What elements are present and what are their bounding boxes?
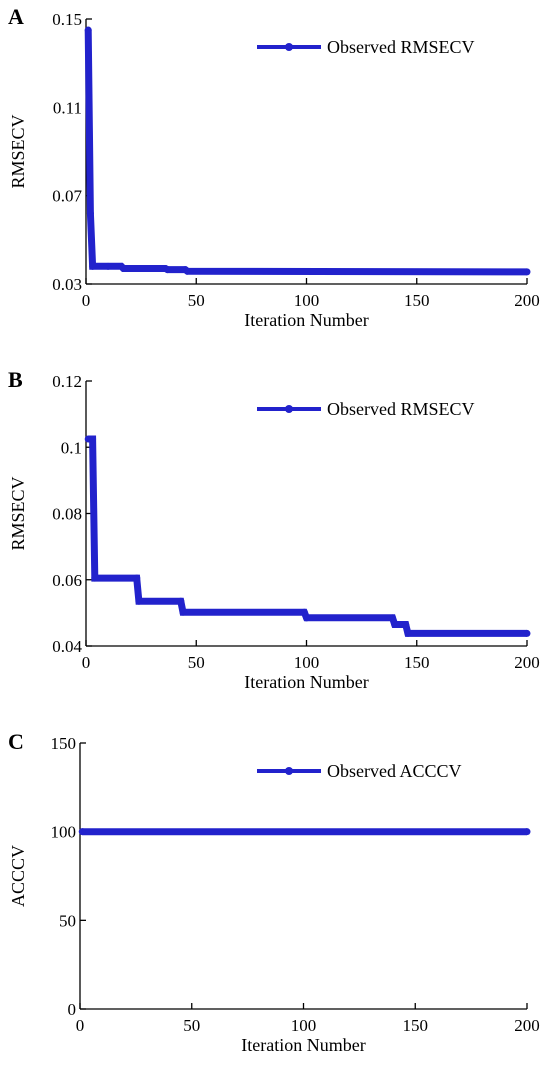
legend: Observed ACCCV <box>257 761 462 781</box>
y-axis-title: ACCCV <box>8 845 28 907</box>
data-point <box>78 828 86 836</box>
panel-label: B <box>8 367 23 392</box>
y-tick-label: 100 <box>51 823 77 842</box>
data-point <box>84 26 92 34</box>
data-point <box>303 614 310 622</box>
x-axis-title: Iteration Number <box>244 310 368 330</box>
x-tick-label: 100 <box>294 653 320 672</box>
panel-c: C 0 50 100 150 0 50 100 150 200 Iteration Number AC… <box>8 729 540 1055</box>
data-point <box>164 266 172 274</box>
legend: Observed RMSECV <box>257 399 475 419</box>
y-tick-label: 0.06 <box>52 571 82 590</box>
legend-label: Observed ACCCV <box>327 761 462 781</box>
x-axis-title: Iteration Number <box>241 1035 365 1055</box>
data-point <box>523 629 531 637</box>
x-tick-label: 100 <box>291 1016 317 1035</box>
data-point <box>404 629 412 637</box>
x-tick-label: 200 <box>514 653 540 672</box>
panel-b: B 0.04 0.06 0.08 0.1 0.12 0 50 100 150 200 Iteratio… <box>8 367 540 692</box>
x-tick-label: 50 <box>188 291 205 310</box>
data-point <box>119 265 127 273</box>
data-point <box>391 620 399 628</box>
data-point <box>89 435 97 443</box>
y-tick-label: 0.08 <box>52 505 82 524</box>
x-tick-label: 200 <box>514 291 540 310</box>
y-tick-label: 0 <box>68 1000 77 1019</box>
y-axis-title: RMSECV <box>8 476 28 550</box>
x-tick-label: 200 <box>514 1016 540 1035</box>
x-tick-label: 150 <box>403 1016 429 1035</box>
legend-marker <box>285 767 293 775</box>
data-point <box>183 267 191 275</box>
panel-label: A <box>8 4 24 29</box>
series-line <box>88 435 527 637</box>
data-point <box>135 597 143 605</box>
y-tick-label: 0.03 <box>52 275 82 294</box>
y-tick-label: 0.15 <box>52 10 82 29</box>
series-line <box>84 29 528 276</box>
x-tick-label: 50 <box>183 1016 200 1035</box>
legend-label: Observed RMSECV <box>327 399 475 419</box>
panel-a: A 0.03 0.07 0.11 0.15 0 50 100 150 200 Iteration N… <box>8 4 540 330</box>
y-tick-label: 0.04 <box>52 637 82 656</box>
data-point <box>133 574 141 582</box>
y-axis-title: RMSECV <box>8 114 28 188</box>
legend: Observed RMSECV <box>257 37 475 57</box>
x-tick-label: 0 <box>82 291 91 310</box>
data-point <box>91 574 99 582</box>
x-tick-label: 150 <box>404 291 430 310</box>
data-point <box>523 268 531 276</box>
y-tick-label: 0.07 <box>52 187 82 206</box>
y-tick-label: 0.1 <box>61 438 82 457</box>
panel-label: C <box>8 729 24 754</box>
x-tick-label: 100 <box>294 291 320 310</box>
y-tick-label: 150 <box>51 734 77 753</box>
data-point <box>86 209 94 217</box>
x-tick-label: 50 <box>188 653 205 672</box>
y-tick-label: 0.11 <box>53 98 82 117</box>
y-tick-label: 0.12 <box>52 372 82 391</box>
data-point <box>104 262 112 270</box>
x-tick-label: 0 <box>82 653 91 672</box>
legend-marker <box>285 43 293 51</box>
x-tick-label: 0 <box>76 1016 85 1035</box>
data-point <box>300 608 308 616</box>
legend-label: Observed RMSECV <box>327 37 475 57</box>
data-point <box>179 608 187 616</box>
y-tick-label: 50 <box>59 911 76 930</box>
data-point <box>523 828 531 836</box>
data-point <box>388 614 396 622</box>
x-tick-label: 150 <box>404 653 430 672</box>
data-point <box>402 620 410 628</box>
data-point <box>177 597 185 605</box>
legend-marker <box>285 405 293 413</box>
data-point <box>89 262 97 270</box>
x-axis-title: Iteration Number <box>244 672 368 692</box>
